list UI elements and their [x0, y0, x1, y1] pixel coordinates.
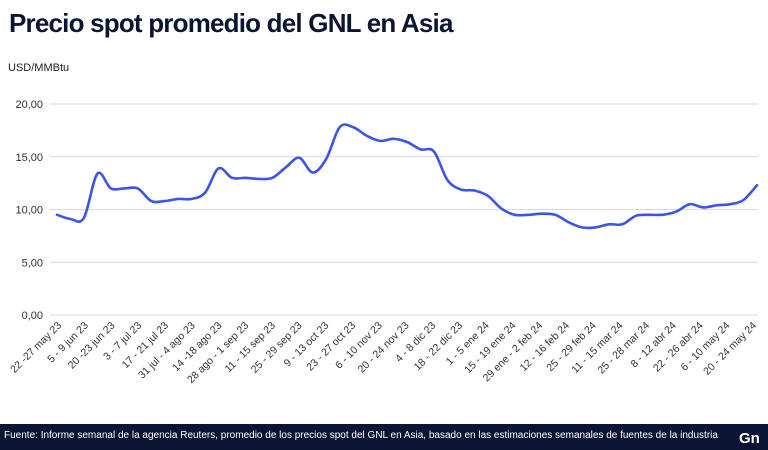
y-tick-label: 10,00 — [15, 205, 43, 217]
y-axis-ticks: 0,00 5,00 10,00 15,00 20,00 — [15, 99, 43, 322]
y-tick-label: 20,00 — [15, 99, 43, 111]
y-tick-label: 15,00 — [15, 152, 43, 164]
gridlines — [50, 103, 758, 316]
series-layer — [55, 123, 759, 230]
series-line — [55, 123, 759, 230]
brand-logo: Gn — [739, 430, 760, 447]
footer-bar: Fuente: Informe semanal de la agencia Re… — [0, 424, 768, 450]
svg-text:Gn: Gn — [739, 430, 760, 447]
chart-title: Precio spot promedio del GNL en Asia — [9, 8, 453, 38]
y-tick-label: 5,00 — [22, 257, 43, 269]
source-note: Fuente: Informe semanal de la agencia Re… — [4, 430, 718, 441]
line-chart: 0,00 5,00 10,00 15,00 20,00 22 -27 may 235 -… — [8, 99, 759, 386]
y-tick-label: 0,00 — [22, 310, 43, 322]
y-axis-unit-label: USD/MMBtu — [8, 62, 70, 74]
